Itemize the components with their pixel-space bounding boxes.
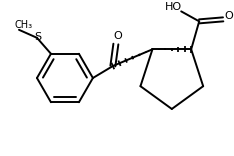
Text: O: O [225,11,234,21]
Text: S: S [34,32,41,42]
Text: HO: HO [165,2,182,12]
Text: CH₃: CH₃ [15,20,33,30]
Text: O: O [113,31,122,41]
